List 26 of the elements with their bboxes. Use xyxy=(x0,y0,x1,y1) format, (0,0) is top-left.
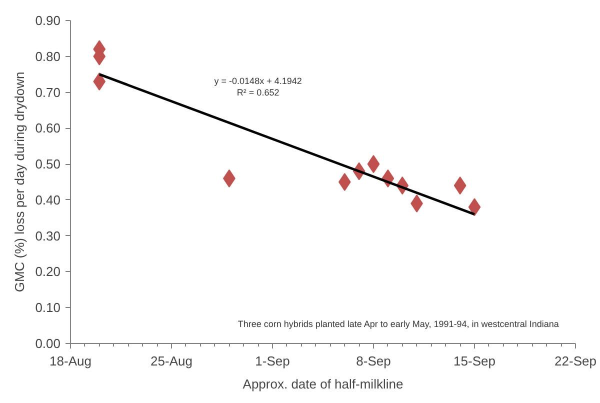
y-tick-label: 0.30 xyxy=(35,228,61,244)
x-tick-label: 8-Sep xyxy=(356,354,391,368)
annotation: y = -0.0148x + 4.1942 xyxy=(214,76,302,86)
y-tick-label: 0.60 xyxy=(35,120,61,136)
y-tick-label: 0.80 xyxy=(35,48,61,64)
point xyxy=(454,176,466,195)
annotation: Three corn hybrids planted late Apr to early May, 1991-94, in westcentral Indiana xyxy=(238,319,559,330)
y-tick-label: 0.50 xyxy=(35,156,61,172)
x-tick-label: 22-Sep xyxy=(554,354,596,368)
point xyxy=(367,155,380,174)
y-tick-label: 0.90 xyxy=(35,13,61,28)
x-tick-label: 25-Aug xyxy=(150,354,192,368)
y-tick-label: 0.10 xyxy=(35,300,61,316)
x-axis-title: Approx. date of half-milkline xyxy=(242,376,404,392)
x-tick-label: 18-Aug xyxy=(50,354,92,368)
y-tick-label: 0.20 xyxy=(35,264,61,280)
x-tick-label: 1-Sep xyxy=(255,354,290,368)
point xyxy=(468,198,481,216)
y-axis-title: GMC (%) loss per day during drydown xyxy=(12,72,28,292)
point xyxy=(338,173,351,191)
y-tick-label: 0.00 xyxy=(35,336,61,351)
y-tick-label: 0.70 xyxy=(35,84,61,100)
point xyxy=(93,72,106,91)
annotation: R² = 0.652 xyxy=(236,88,280,98)
y-tick-label: 0.40 xyxy=(35,192,61,208)
x-tick-label: 15-Sep xyxy=(454,354,496,368)
